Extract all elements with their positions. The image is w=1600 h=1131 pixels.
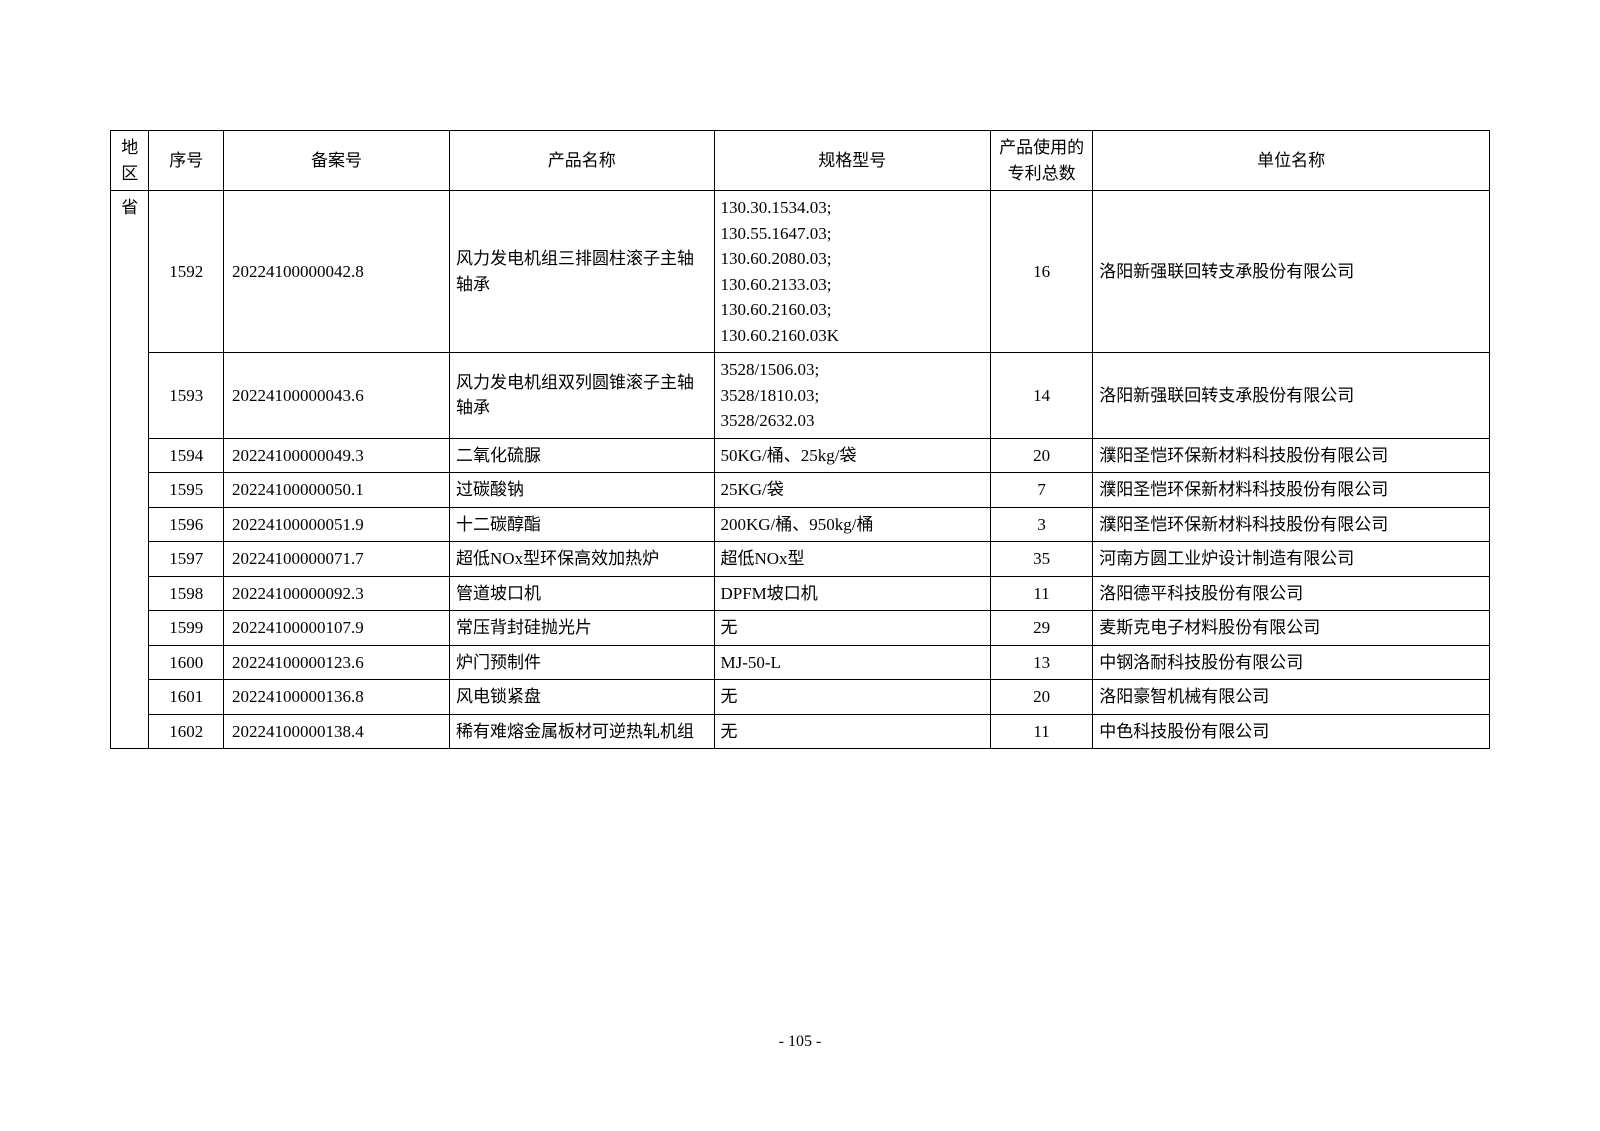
table-row: 159820224100000092.3管道坡口机DPFM坡口机11洛阳德平科技… [111,576,1490,611]
product-cell: 风力发电机组三排圆柱滚子主轴轴承 [450,191,714,353]
table-row: 159320224100000043.6风力发电机组双列圆锥滚子主轴轴承3528… [111,353,1490,439]
filing-cell: 20224100000042.8 [224,191,450,353]
header-unit: 单位名称 [1093,131,1490,191]
unit-cell: 中钢洛耐科技股份有限公司 [1093,645,1490,680]
header-product: 产品名称 [450,131,714,191]
table-row: 160020224100000123.6炉门预制件MJ-50-L13中钢洛耐科技… [111,645,1490,680]
seq-cell: 1600 [149,645,224,680]
seq-cell: 1592 [149,191,224,353]
table-row: 159620224100000051.9十二碳醇酯200KG/桶、950kg/桶… [111,507,1490,542]
spec-cell: 200KG/桶、950kg/桶 [714,507,991,542]
seq-cell: 1597 [149,542,224,577]
table-row: 159420224100000049.3二氧化硫脲50KG/桶、25kg/袋20… [111,438,1490,473]
patent-cell: 11 [991,714,1093,749]
patent-cell: 3 [991,507,1093,542]
seq-cell: 1602 [149,714,224,749]
header-patent: 产品使用的专利总数 [991,131,1093,191]
seq-cell: 1595 [149,473,224,508]
table-row: 160220224100000138.4稀有难熔金属板材可逆热轧机组无11中色科… [111,714,1490,749]
spec-cell: 25KG/袋 [714,473,991,508]
patent-cell: 16 [991,191,1093,353]
filing-cell: 20224100000136.8 [224,680,450,715]
region-cell: 省 [111,191,149,749]
spec-cell: MJ-50-L [714,645,991,680]
unit-cell: 洛阳新强联回转支承股份有限公司 [1093,353,1490,439]
filing-cell: 20224100000050.1 [224,473,450,508]
data-table: 地区 序号 备案号 产品名称 规格型号 产品使用的专利总数 单位名称 省1592… [110,130,1490,749]
patent-cell: 11 [991,576,1093,611]
patent-cell: 35 [991,542,1093,577]
unit-cell: 中色科技股份有限公司 [1093,714,1490,749]
table-row: 159720224100000071.7超低NOx型环保高效加热炉超低NOx型3… [111,542,1490,577]
page-number: - 105 - [0,1033,1600,1051]
header-region: 地区 [111,131,149,191]
filing-cell: 20224100000049.3 [224,438,450,473]
filing-cell: 20224100000107.9 [224,611,450,646]
product-cell: 稀有难熔金属板材可逆热轧机组 [450,714,714,749]
patent-cell: 29 [991,611,1093,646]
seq-cell: 1596 [149,507,224,542]
filing-cell: 20224100000123.6 [224,645,450,680]
seq-cell: 1598 [149,576,224,611]
product-cell: 管道坡口机 [450,576,714,611]
patent-cell: 14 [991,353,1093,439]
patent-cell: 7 [991,473,1093,508]
spec-cell: 130.30.1534.03; 130.55.1647.03; 130.60.2… [714,191,991,353]
patent-cell: 20 [991,680,1093,715]
seq-cell: 1593 [149,353,224,439]
header-spec: 规格型号 [714,131,991,191]
spec-cell: DPFM坡口机 [714,576,991,611]
unit-cell: 濮阳圣恺环保新材料科技股份有限公司 [1093,438,1490,473]
table-body: 省159220224100000042.8风力发电机组三排圆柱滚子主轴轴承130… [111,191,1490,749]
table-row: 160120224100000136.8风电锁紧盘无20洛阳豪智机械有限公司 [111,680,1490,715]
patent-cell: 20 [991,438,1093,473]
seq-cell: 1594 [149,438,224,473]
product-cell: 二氧化硫脲 [450,438,714,473]
unit-cell: 洛阳德平科技股份有限公司 [1093,576,1490,611]
header-filing: 备案号 [224,131,450,191]
table-row: 省159220224100000042.8风力发电机组三排圆柱滚子主轴轴承130… [111,191,1490,353]
unit-cell: 洛阳豪智机械有限公司 [1093,680,1490,715]
product-cell: 风电锁紧盘 [450,680,714,715]
product-cell: 超低NOx型环保高效加热炉 [450,542,714,577]
seq-cell: 1599 [149,611,224,646]
seq-cell: 1601 [149,680,224,715]
unit-cell: 河南方圆工业炉设计制造有限公司 [1093,542,1490,577]
spec-cell: 无 [714,611,991,646]
unit-cell: 濮阳圣恺环保新材料科技股份有限公司 [1093,473,1490,508]
unit-cell: 洛阳新强联回转支承股份有限公司 [1093,191,1490,353]
filing-cell: 20224100000138.4 [224,714,450,749]
filing-cell: 20224100000092.3 [224,576,450,611]
product-cell: 炉门预制件 [450,645,714,680]
filing-cell: 20224100000071.7 [224,542,450,577]
table-row: 159920224100000107.9常压背封硅抛光片无29麦斯克电子材料股份… [111,611,1490,646]
spec-cell: 无 [714,714,991,749]
product-cell: 过碳酸钠 [450,473,714,508]
filing-cell: 20224100000043.6 [224,353,450,439]
product-cell: 常压背封硅抛光片 [450,611,714,646]
page-container: 地区 序号 备案号 产品名称 规格型号 产品使用的专利总数 单位名称 省1592… [0,0,1600,749]
patent-cell: 13 [991,645,1093,680]
unit-cell: 濮阳圣恺环保新材料科技股份有限公司 [1093,507,1490,542]
product-cell: 十二碳醇酯 [450,507,714,542]
spec-cell: 超低NOx型 [714,542,991,577]
spec-cell: 50KG/桶、25kg/袋 [714,438,991,473]
unit-cell: 麦斯克电子材料股份有限公司 [1093,611,1490,646]
spec-cell: 无 [714,680,991,715]
table-header-row: 地区 序号 备案号 产品名称 规格型号 产品使用的专利总数 单位名称 [111,131,1490,191]
filing-cell: 20224100000051.9 [224,507,450,542]
spec-cell: 3528/1506.03; 3528/1810.03; 3528/2632.03 [714,353,991,439]
header-seq: 序号 [149,131,224,191]
product-cell: 风力发电机组双列圆锥滚子主轴轴承 [450,353,714,439]
table-row: 159520224100000050.1过碳酸钠25KG/袋7濮阳圣恺环保新材料… [111,473,1490,508]
